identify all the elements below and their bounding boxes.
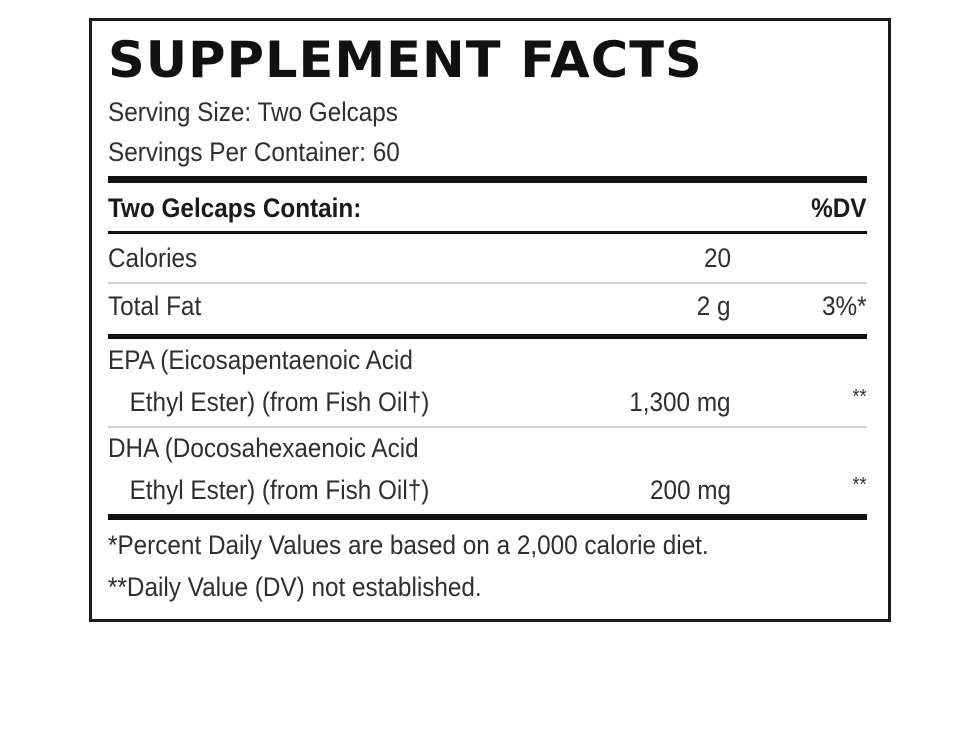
- header-divider: [108, 231, 867, 234]
- nutrient-name: EPA (Eicosapentaenoic Acid: [108, 345, 413, 375]
- nutrient-dv: **: [852, 386, 867, 408]
- thick-divider: [108, 176, 867, 183]
- row-divider: [108, 282, 867, 284]
- servings-per-container: Servings Per Container: 60: [108, 137, 400, 167]
- header-dv-label: %DV: [811, 193, 867, 223]
- nutrient-name-continued: Ethyl Ester) (from Fish Oil†): [129, 387, 430, 417]
- panel-title: SUPPLEMENT FACTS: [108, 31, 703, 89]
- nutrient-name-continued: Ethyl Ester) (from Fish Oil†): [129, 475, 430, 505]
- nutrient-dv: **: [852, 474, 867, 496]
- footnote-daily-values: *Percent Daily Values are based on a 2,0…: [108, 530, 709, 560]
- nutrient-dv: 3%*: [822, 291, 867, 321]
- nutrient-name: Calories: [108, 243, 198, 273]
- supplement-facts-panel: SUPPLEMENT FACTS Serving Size: Two Gelca…: [89, 18, 891, 622]
- header-contain-label: Two Gelcaps Contain:: [108, 193, 362, 223]
- supplement-facts-content: SUPPLEMENT FACTS Serving Size: Two Gelca…: [108, 21, 867, 619]
- nutrient-amount: 20: [703, 243, 731, 273]
- footnote-dv-not-established: **Daily Value (DV) not established.: [108, 572, 482, 602]
- nutrient-amount: 1,300 mg: [629, 387, 731, 417]
- row-divider: [108, 426, 867, 428]
- nutrient-name: Total Fat: [108, 291, 202, 321]
- nutrient-name: DHA (Docosahexaenoic Acid: [108, 433, 419, 463]
- thick-divider-bottom: [108, 514, 867, 520]
- nutrient-amount: 200 mg: [649, 475, 731, 505]
- serving-size: Serving Size: Two Gelcaps: [108, 97, 398, 127]
- section-divider: [108, 334, 867, 339]
- nutrient-amount: 2 g: [697, 291, 731, 321]
